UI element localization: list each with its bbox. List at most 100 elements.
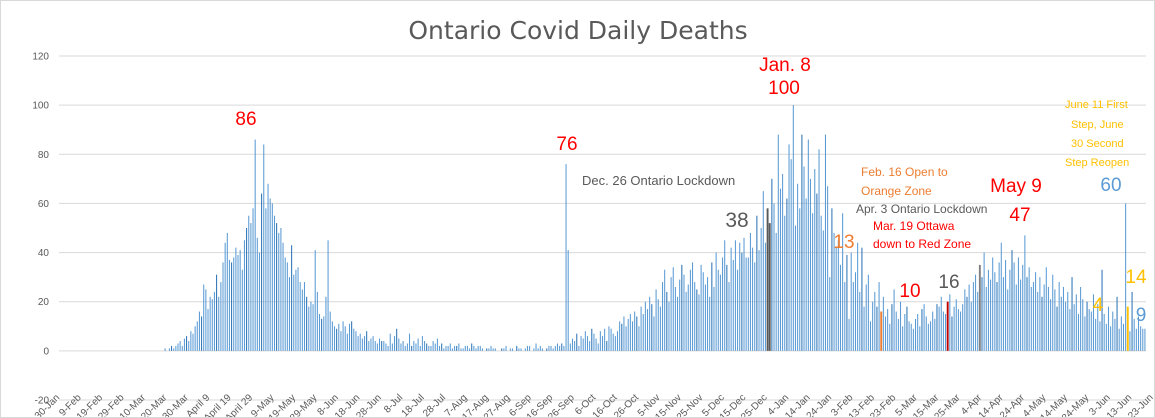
bar xyxy=(897,318,899,351)
y-tick-label: 0 xyxy=(43,346,49,357)
bar xyxy=(833,232,835,351)
bar xyxy=(571,338,574,351)
bar xyxy=(1144,328,1146,351)
bar xyxy=(449,343,451,351)
bar xyxy=(955,299,957,351)
bar xyxy=(608,326,610,351)
bar xyxy=(1032,282,1034,351)
bar xyxy=(621,323,623,351)
bar xyxy=(233,257,235,351)
bar xyxy=(852,282,854,351)
bar xyxy=(471,343,473,351)
bar xyxy=(391,343,393,351)
bar xyxy=(756,215,758,351)
annotation-june-line1: June 11 First xyxy=(1065,99,1128,111)
bar xyxy=(942,311,944,351)
bar xyxy=(884,316,887,351)
bar xyxy=(301,289,303,351)
bar xyxy=(983,252,985,351)
bar xyxy=(1002,277,1004,351)
bar xyxy=(203,284,205,351)
bar xyxy=(458,343,460,351)
bar xyxy=(447,345,449,351)
bar xyxy=(704,284,706,351)
bar xyxy=(996,282,998,351)
bar xyxy=(1052,274,1054,351)
bar xyxy=(479,345,481,351)
y-tick-label: 60 xyxy=(38,199,50,210)
bar xyxy=(1039,277,1041,351)
annotation-16: 16 xyxy=(938,272,959,293)
bar xyxy=(216,274,218,351)
bar xyxy=(379,338,381,351)
bar xyxy=(192,333,194,351)
bar xyxy=(1062,286,1064,351)
bar xyxy=(207,309,209,351)
bar xyxy=(303,282,306,351)
bar xyxy=(700,264,702,351)
bar xyxy=(556,343,558,351)
bar xyxy=(719,274,721,351)
bar xyxy=(827,186,829,351)
bar xyxy=(239,250,241,351)
annotation-13: 13 xyxy=(833,232,854,253)
bar xyxy=(732,259,734,351)
bar xyxy=(752,247,754,351)
annotation-76: 76 xyxy=(556,134,577,155)
bar xyxy=(273,215,275,351)
bar xyxy=(567,250,569,351)
bar xyxy=(582,338,584,351)
bar xyxy=(201,316,203,351)
bar xyxy=(672,267,674,351)
bar xyxy=(1020,279,1022,351)
bar xyxy=(209,296,211,351)
bar xyxy=(917,314,919,351)
bar xyxy=(882,296,884,351)
bar xyxy=(363,336,366,351)
bar xyxy=(333,326,336,351)
bar xyxy=(398,338,400,351)
bar xyxy=(318,314,321,351)
bar xyxy=(878,282,880,351)
bar xyxy=(376,343,378,351)
bar xyxy=(424,341,426,351)
bar xyxy=(228,259,230,351)
bar xyxy=(932,311,934,351)
bar xyxy=(685,291,687,351)
bar xyxy=(597,343,599,351)
bar xyxy=(284,257,286,351)
bar xyxy=(848,318,850,351)
bar xyxy=(803,166,805,351)
x-tick-label: 24-Jan xyxy=(805,392,834,417)
bar xyxy=(501,348,503,351)
bar xyxy=(368,341,370,351)
bar xyxy=(278,232,280,351)
bar-series xyxy=(164,105,1146,351)
bar xyxy=(876,306,878,351)
bar xyxy=(1118,328,1120,351)
bar xyxy=(863,306,865,351)
annotation-mar19-line1: Mar. 19 Ottawa xyxy=(873,219,955,233)
bar xyxy=(475,348,477,351)
bar xyxy=(824,134,826,351)
bar xyxy=(604,328,606,351)
bar xyxy=(469,348,471,351)
bar xyxy=(1058,282,1060,351)
bar xyxy=(869,321,872,351)
bar xyxy=(788,144,790,351)
bar xyxy=(762,191,764,351)
bar xyxy=(312,304,314,351)
bar xyxy=(766,208,769,351)
bar xyxy=(1011,250,1013,351)
bar xyxy=(987,269,989,351)
bar xyxy=(1105,323,1107,351)
bar xyxy=(385,343,387,351)
bar xyxy=(1142,328,1144,351)
bar xyxy=(867,274,869,351)
bar xyxy=(402,341,404,351)
bar xyxy=(820,215,822,351)
bar xyxy=(256,237,258,351)
bar xyxy=(764,242,766,351)
x-tick-label: 25-Mar xyxy=(932,392,963,417)
bar xyxy=(550,345,552,351)
